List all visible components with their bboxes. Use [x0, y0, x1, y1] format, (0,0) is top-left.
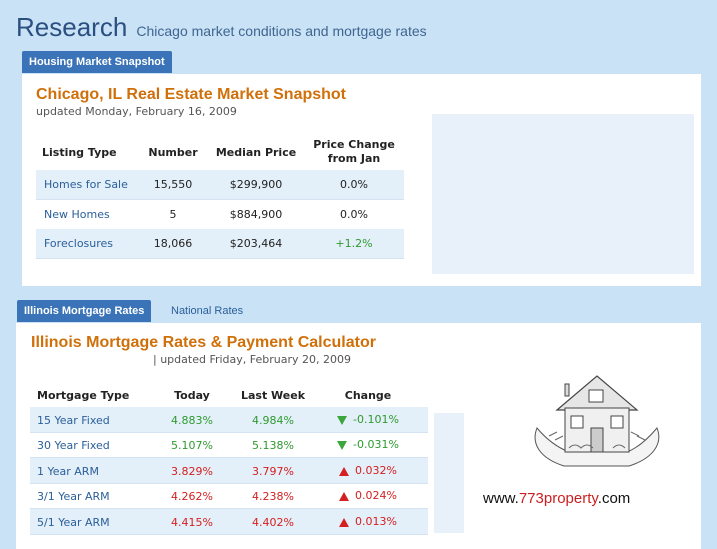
snapshot-column-header: Listing Type — [42, 146, 117, 159]
url-suffix: .com — [597, 490, 631, 507]
rate-today: 4.883% — [171, 414, 213, 427]
page-header: Research Chicago market conditions and m… — [16, 12, 427, 43]
house-in-hands-icon — [509, 348, 686, 483]
page-subtitle: Chicago market conditions and mortgage r… — [136, 23, 427, 39]
rate-change: -0.031% — [318, 438, 418, 451]
rate-change: 0.013% — [318, 515, 418, 528]
snapshot-cell-change: 0.0% — [340, 178, 368, 191]
listing-type-link[interactable]: Foreclosures — [44, 237, 114, 250]
tab-illinois-mortgage-rates[interactable]: Illinois Mortgage Rates — [17, 300, 152, 322]
rate-change-value: 0.024% — [355, 489, 397, 502]
snapshot-cell-median: $299,900 — [229, 178, 283, 191]
triangle-down-icon — [337, 440, 348, 450]
rate-last-week: 5.138% — [252, 439, 294, 452]
triangle-up-icon — [339, 517, 350, 527]
url-prefix: www. — [483, 490, 519, 507]
row-divider — [36, 199, 404, 200]
housing-snapshot-panel: Chicago, IL Real Estate Market Snapshot … — [22, 74, 701, 286]
rates-title: Illinois Mortgage Rates & Payment Calcul… — [31, 334, 376, 351]
rate-last-week: 3.797% — [252, 465, 294, 478]
row-background — [30, 458, 428, 483]
rate-today: 4.415% — [171, 516, 213, 529]
map-watermark — [434, 413, 464, 533]
url-brand: 773property — [518, 490, 598, 507]
mortgage-type-link[interactable]: 5/1 Year ARM — [37, 516, 110, 529]
snapshot-cell-number: 15,550 — [153, 178, 193, 191]
snapshot-updated: updated Monday, February 16, 2009 — [36, 105, 237, 118]
row-background — [36, 170, 404, 199]
snapshot-cell-number: 5 — [169, 208, 177, 221]
rates-column-header: Change — [344, 389, 392, 402]
rates-column-header: Last Week — [240, 389, 306, 402]
row-divider — [30, 483, 428, 484]
snapshot-column-header: Number — [148, 146, 198, 159]
snapshot-column-header: Price Change from Jan — [313, 138, 395, 165]
rate-today: 4.262% — [171, 490, 213, 503]
rate-today: 3.829% — [171, 465, 213, 478]
rates-updated: | updated Friday, February 20, 2009 — [153, 353, 351, 366]
rates-column-header: Mortgage Type — [37, 389, 130, 402]
site-url[interactable]: www.773property.com — [483, 490, 630, 507]
snapshot-cell-change: +1.2% — [335, 237, 373, 250]
rate-change-value: 0.013% — [355, 515, 397, 528]
map-watermark — [432, 114, 694, 274]
rate-last-week: 4.238% — [252, 490, 294, 503]
row-divider — [36, 258, 404, 259]
mortgage-type-link[interactable]: 30 Year Fixed — [37, 439, 110, 452]
rate-last-week: 4.984% — [252, 414, 294, 427]
row-divider — [30, 508, 428, 509]
rate-change: 0.024% — [318, 489, 418, 502]
rate-change: -0.101% — [318, 413, 418, 426]
tab-national-rates[interactable]: National Rates — [171, 305, 244, 317]
rate-today: 5.107% — [171, 439, 213, 452]
mortgage-type-link[interactable]: 3/1 Year ARM — [37, 490, 110, 503]
rate-change-value: -0.101% — [353, 413, 399, 426]
rate-change: 0.032% — [318, 464, 418, 477]
snapshot-title: Chicago, IL Real Estate Market Snapshot — [36, 86, 347, 103]
snapshot-cell-change: 0.0% — [340, 208, 368, 221]
rate-change-value: 0.032% — [355, 464, 397, 477]
triangle-up-icon — [339, 491, 350, 501]
row-background — [30, 509, 428, 534]
row-divider — [30, 534, 428, 535]
tab-housing-market-snapshot[interactable]: Housing Market Snapshot — [22, 51, 172, 73]
rate-last-week: 4.402% — [252, 516, 294, 529]
snapshot-cell-number: 18,066 — [153, 237, 193, 250]
listing-type-link[interactable]: Homes for Sale — [44, 178, 128, 191]
snapshot-cell-median: $884,900 — [229, 208, 283, 221]
mortgage-type-link[interactable]: 1 Year ARM — [37, 465, 99, 478]
rates-column-header: Today — [174, 389, 210, 402]
snapshot-column-header: Median Price — [215, 146, 297, 159]
page-title: Research — [16, 12, 128, 42]
triangle-down-icon — [337, 415, 348, 425]
mortgage-type-link[interactable]: 15 Year Fixed — [37, 414, 110, 427]
row-divider — [30, 457, 428, 458]
row-divider — [30, 432, 428, 433]
row-background — [30, 407, 428, 432]
row-background — [36, 229, 404, 258]
listing-type-link[interactable]: New Homes — [44, 208, 110, 221]
snapshot-cell-median: $203,464 — [229, 237, 283, 250]
rate-change-value: -0.031% — [353, 438, 399, 451]
triangle-up-icon — [339, 466, 350, 476]
